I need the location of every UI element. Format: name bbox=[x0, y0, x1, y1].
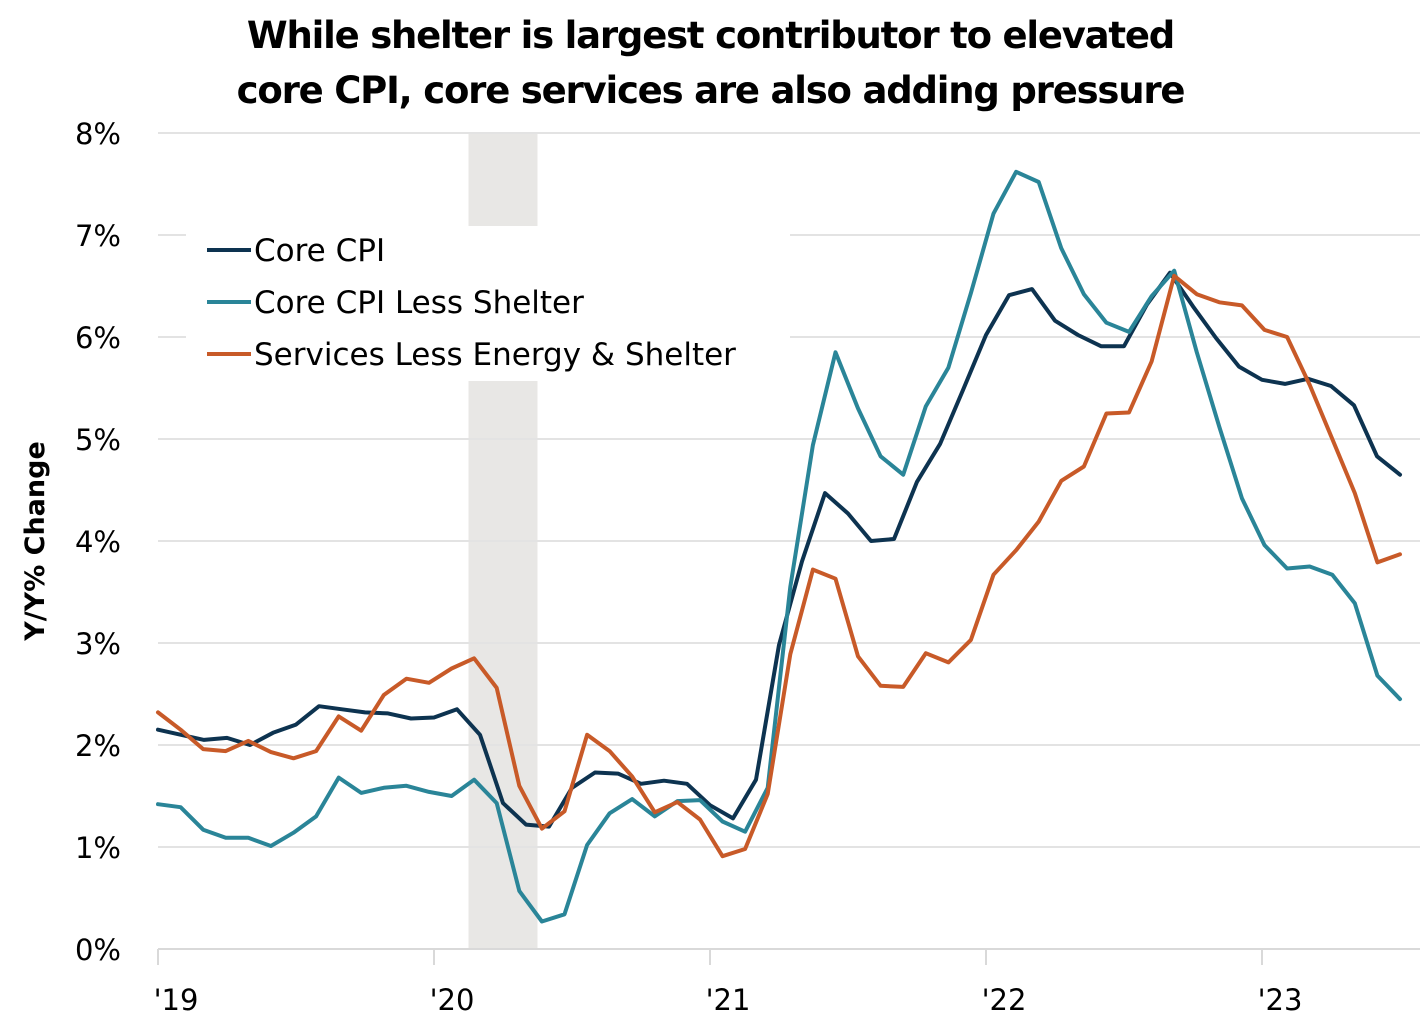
chart-title: While shelter is largest contributor to … bbox=[0, 8, 1421, 118]
legend-label: Core CPI Less Shelter bbox=[254, 285, 584, 321]
y-tick-label: 5% bbox=[75, 423, 121, 457]
y-tick-label: 0% bbox=[75, 933, 121, 967]
legend-label: Services Less Energy & Shelter bbox=[254, 337, 736, 373]
x-tick-label: '23 bbox=[1258, 983, 1303, 1017]
y-axis: 0% 1% 2% 3% 4% 5% 6% 7% 8% bbox=[75, 117, 121, 967]
y-tick-label: 3% bbox=[75, 627, 121, 661]
chart-title-line-1: While shelter is largest contributor to … bbox=[246, 14, 1175, 57]
y-tick-label: 1% bbox=[75, 831, 121, 865]
legend-background bbox=[186, 226, 790, 381]
y-tick-label: 4% bbox=[75, 525, 121, 559]
chart-title-line-2: core CPI, core services are also adding … bbox=[236, 69, 1186, 112]
x-tick-label: '19 bbox=[154, 983, 199, 1017]
series-line-core-cpi-less-shelter bbox=[156, 169, 1402, 924]
legend-label: Core CPI bbox=[254, 233, 385, 269]
gridlines bbox=[158, 132, 1420, 848]
series-line-core-cpi bbox=[156, 270, 1402, 829]
series-lines bbox=[156, 169, 1402, 924]
x-tick-label: '21 bbox=[706, 983, 751, 1017]
y-tick-label: 6% bbox=[75, 321, 121, 355]
x-tick-label: '22 bbox=[982, 983, 1027, 1017]
y-tick-label: 2% bbox=[75, 729, 121, 763]
legend: Core CPI Core CPI Less Shelter Services Le… bbox=[207, 233, 736, 373]
y-tick-label: 8% bbox=[75, 117, 121, 151]
series-line-services-less-energy-shelter bbox=[156, 273, 1402, 859]
y-tick-label: 7% bbox=[75, 219, 121, 253]
x-axis: '19 '20 '21 '22 '23 bbox=[154, 948, 1420, 1017]
y-axis-label: Y/Y% Change bbox=[20, 441, 51, 642]
x-tick-label: '20 bbox=[430, 983, 475, 1017]
